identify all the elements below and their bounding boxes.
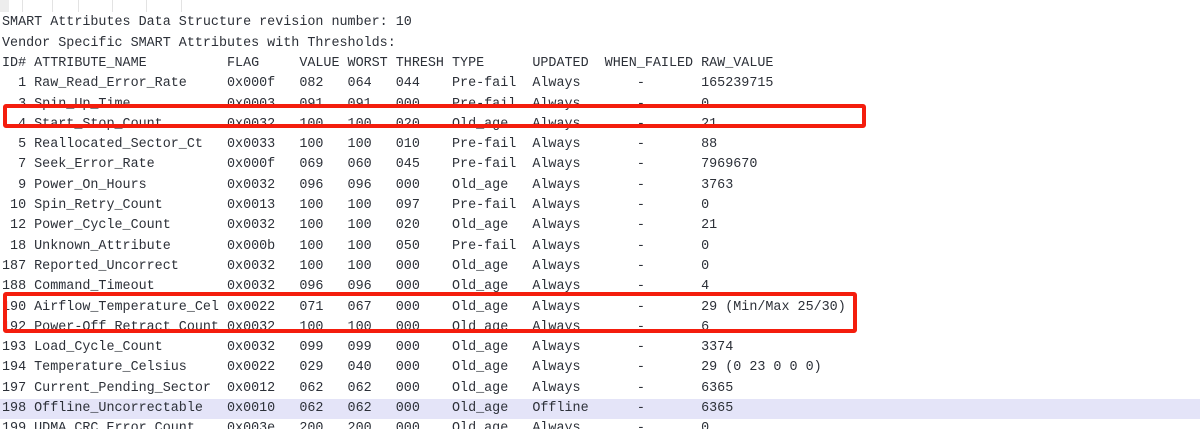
attribute-row-199: 199 UDMA_CRC_Error_Count 0x003e 200 200 … [2, 421, 710, 429]
attribute-row-193: 193 Load_Cycle_Count 0x0032 099 099 000 … [2, 340, 734, 356]
attribute-row-198: 198 Offline_Uncorrectable 0x0010 062 062… [0, 399, 1200, 420]
attribute-row-1: 1 Raw_Read_Error_Rate 0x000f 082 064 044… [2, 76, 774, 92]
attribute-row-188: 188 Command_Timeout 0x0032 096 096 000 O… [2, 279, 710, 295]
attribute-row-194: 194 Temperature_Celsius 0x0022 029 040 0… [2, 360, 822, 376]
header-line-2: Vendor Specific SMART Attributes with Th… [2, 35, 396, 51]
attribute-row-7: 7 Seek_Error_Rate 0x000f 069 060 045 Pre… [2, 157, 758, 173]
column-header-row: ID# ATTRIBUTE_NAME FLAG VALUE WORST THRE… [2, 55, 774, 71]
attribute-row-5: 5 Reallocated_Sector_Ct 0x0033 100 100 0… [2, 137, 718, 153]
attribute-row-9: 9 Power_On_Hours 0x0032 096 096 000 Old_… [2, 177, 734, 193]
terminal-output[interactable]: SMART Attributes Data Structure revision… [0, 13, 1200, 429]
top-edge-tick-marks [0, 0, 460, 12]
attribute-row-192: 192 Power-Off_Retract_Count 0x0032 100 1… [2, 319, 710, 335]
attribute-row-3: 3 Spin_Up_Time 0x0003 091 091 000 Pre-fa… [2, 96, 710, 112]
attribute-row-18: 18 Unknown_Attribute 0x000b 100 100 050 … [2, 238, 710, 254]
attribute-row-4: 4 Start_Stop_Count 0x0032 100 100 020 Ol… [2, 116, 718, 132]
attribute-row-190: 190 Airflow_Temperature_Cel 0x0022 071 0… [2, 299, 846, 315]
attribute-row-12: 12 Power_Cycle_Count 0x0032 100 100 020 … [2, 218, 718, 234]
attribute-row-197: 197 Current_Pending_Sector 0x0012 062 06… [2, 380, 734, 396]
attribute-row-187: 187 Reported_Uncorrect 0x0032 100 100 00… [2, 258, 710, 274]
attribute-row-10: 10 Spin_Retry_Count 0x0013 100 100 097 P… [2, 198, 710, 214]
header-line-1: SMART Attributes Data Structure revision… [2, 15, 412, 31]
